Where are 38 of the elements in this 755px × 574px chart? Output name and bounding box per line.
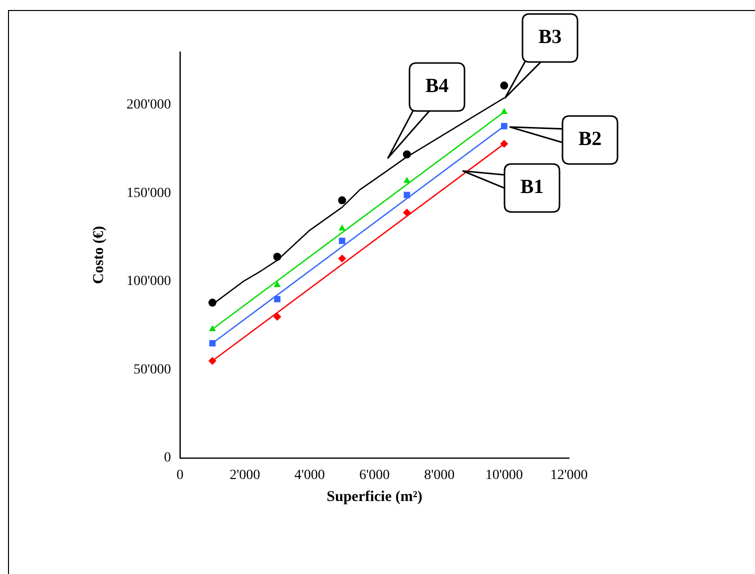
point	[338, 196, 346, 204]
y-axis-title: Costo (€)	[90, 226, 107, 284]
y-tick-label: 150'000	[126, 186, 171, 201]
point	[403, 176, 410, 183]
point	[273, 252, 282, 261]
x-tick-label: 12'000	[550, 468, 588, 484]
x-tick-label: 2'000	[230, 468, 260, 484]
y-tick-label: 0	[164, 450, 171, 466]
point	[402, 150, 411, 158]
x-tick-label: 4'000	[294, 468, 325, 484]
point	[500, 108, 508, 114]
point	[208, 325, 216, 332]
x-axis-title: Superficie (m²)	[326, 488, 422, 505]
point	[273, 312, 282, 321]
y-tick-label: 50'000	[133, 362, 171, 378]
point	[500, 140, 508, 148]
y-tick-label: 200'000	[126, 98, 171, 113]
point	[208, 356, 216, 365]
y-tick-label: 100'000	[126, 274, 171, 290]
point	[338, 224, 346, 231]
point	[404, 192, 410, 198]
x-tick-label: 0	[176, 468, 184, 484]
point	[500, 122, 508, 130]
point	[274, 296, 280, 302]
point	[209, 340, 216, 346]
annotation: B4	[425, 75, 449, 98]
annotation: B1	[520, 176, 544, 198]
point	[500, 82, 508, 90]
text: B2	[578, 128, 602, 150]
point	[274, 281, 281, 288]
x-tick-label: 6'000	[359, 468, 390, 484]
point	[402, 208, 411, 217]
x-tick-label: 10'000	[485, 468, 523, 484]
point	[338, 254, 346, 263]
text: B3	[538, 26, 562, 48]
x-tick-label: 8'000	[424, 468, 455, 484]
point	[338, 238, 346, 244]
point	[208, 298, 216, 307]
